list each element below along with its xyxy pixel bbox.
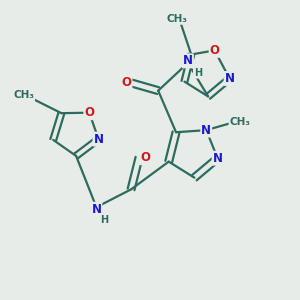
Text: N: N [201,124,211,136]
Text: O: O [122,76,131,89]
Text: CH₃: CH₃ [230,117,250,127]
Text: H: H [194,68,202,78]
Text: N: N [183,54,193,68]
Text: CH₃: CH₃ [13,90,34,100]
Text: N: N [92,203,101,216]
Text: O: O [140,151,150,164]
Text: O: O [84,106,94,119]
Text: N: N [213,152,223,165]
Text: O: O [210,44,220,57]
Text: N: N [93,133,103,146]
Text: N: N [224,72,235,85]
Text: H: H [100,215,108,225]
Text: CH₃: CH₃ [167,14,188,24]
